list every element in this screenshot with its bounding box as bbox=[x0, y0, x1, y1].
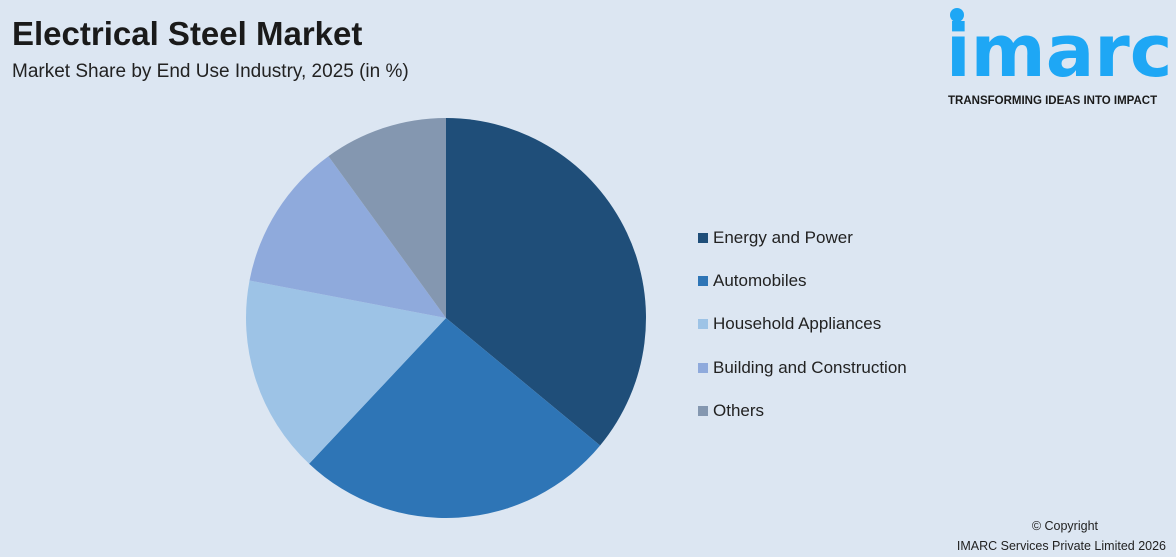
legend-item: Building and Construction bbox=[698, 346, 907, 389]
legend-item: Automobiles bbox=[698, 259, 907, 302]
legend-swatch bbox=[698, 275, 708, 286]
logo-dot bbox=[950, 8, 964, 22]
copyright-company: IMARC Services Private Limited 2026 bbox=[956, 539, 1166, 553]
logo-tagline: TRANSFORMING IDEAS INTO IMPACT bbox=[948, 95, 1158, 107]
legend-swatch bbox=[698, 232, 708, 243]
legend-label: Household Appliances bbox=[713, 314, 882, 334]
pie-slice-energy-and-power bbox=[446, 118, 646, 446]
pie-slice-automobiles bbox=[309, 318, 601, 518]
logo-word: imarc bbox=[946, 9, 1173, 93]
legend-swatch bbox=[698, 405, 708, 416]
pie-slice-household-appliances bbox=[246, 280, 446, 464]
copyright: © Copyright IMARC Services Private Limit… bbox=[957, 516, 1166, 556]
legend-swatch bbox=[698, 319, 708, 330]
copyright-label: © Copyright bbox=[1031, 519, 1098, 533]
legend-label: Building and Construction bbox=[713, 357, 907, 377]
pie-slice-others bbox=[328, 118, 446, 318]
chart-subtitle: Market Share by End Use Industry, 2025 (… bbox=[12, 61, 409, 82]
legend-label: Others bbox=[713, 400, 765, 420]
legend-label: Energy and Power bbox=[713, 227, 853, 247]
legend-item: Household Appliances bbox=[698, 303, 907, 346]
legend: Energy and Power Automobiles Household App… bbox=[698, 216, 907, 432]
chart-title: Electrical Steel Market bbox=[12, 15, 363, 52]
legend-swatch bbox=[698, 362, 708, 373]
legend-item: Energy and Power bbox=[698, 216, 907, 259]
imarc-logo: imarc TRANSFORMING IDEAS INTO IMPACT bbox=[946, 6, 1172, 110]
pie-slice-building-and-construction bbox=[249, 156, 446, 318]
legend-item: Others bbox=[698, 389, 907, 432]
legend-label: Automobiles bbox=[713, 270, 807, 290]
